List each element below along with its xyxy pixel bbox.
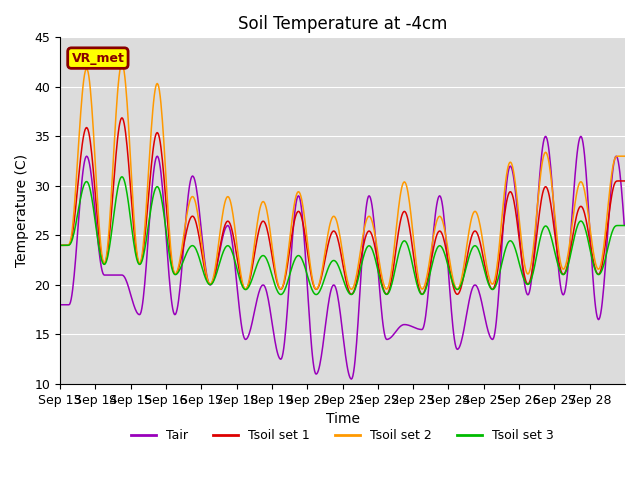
Text: VR_met: VR_met (72, 51, 124, 65)
Legend: Tair, Tsoil set 1, Tsoil set 2, Tsoil set 3: Tair, Tsoil set 1, Tsoil set 2, Tsoil se… (127, 424, 559, 447)
Y-axis label: Temperature (C): Temperature (C) (15, 154, 29, 267)
X-axis label: Time: Time (326, 412, 360, 426)
Title: Soil Temperature at -4cm: Soil Temperature at -4cm (238, 15, 447, 33)
